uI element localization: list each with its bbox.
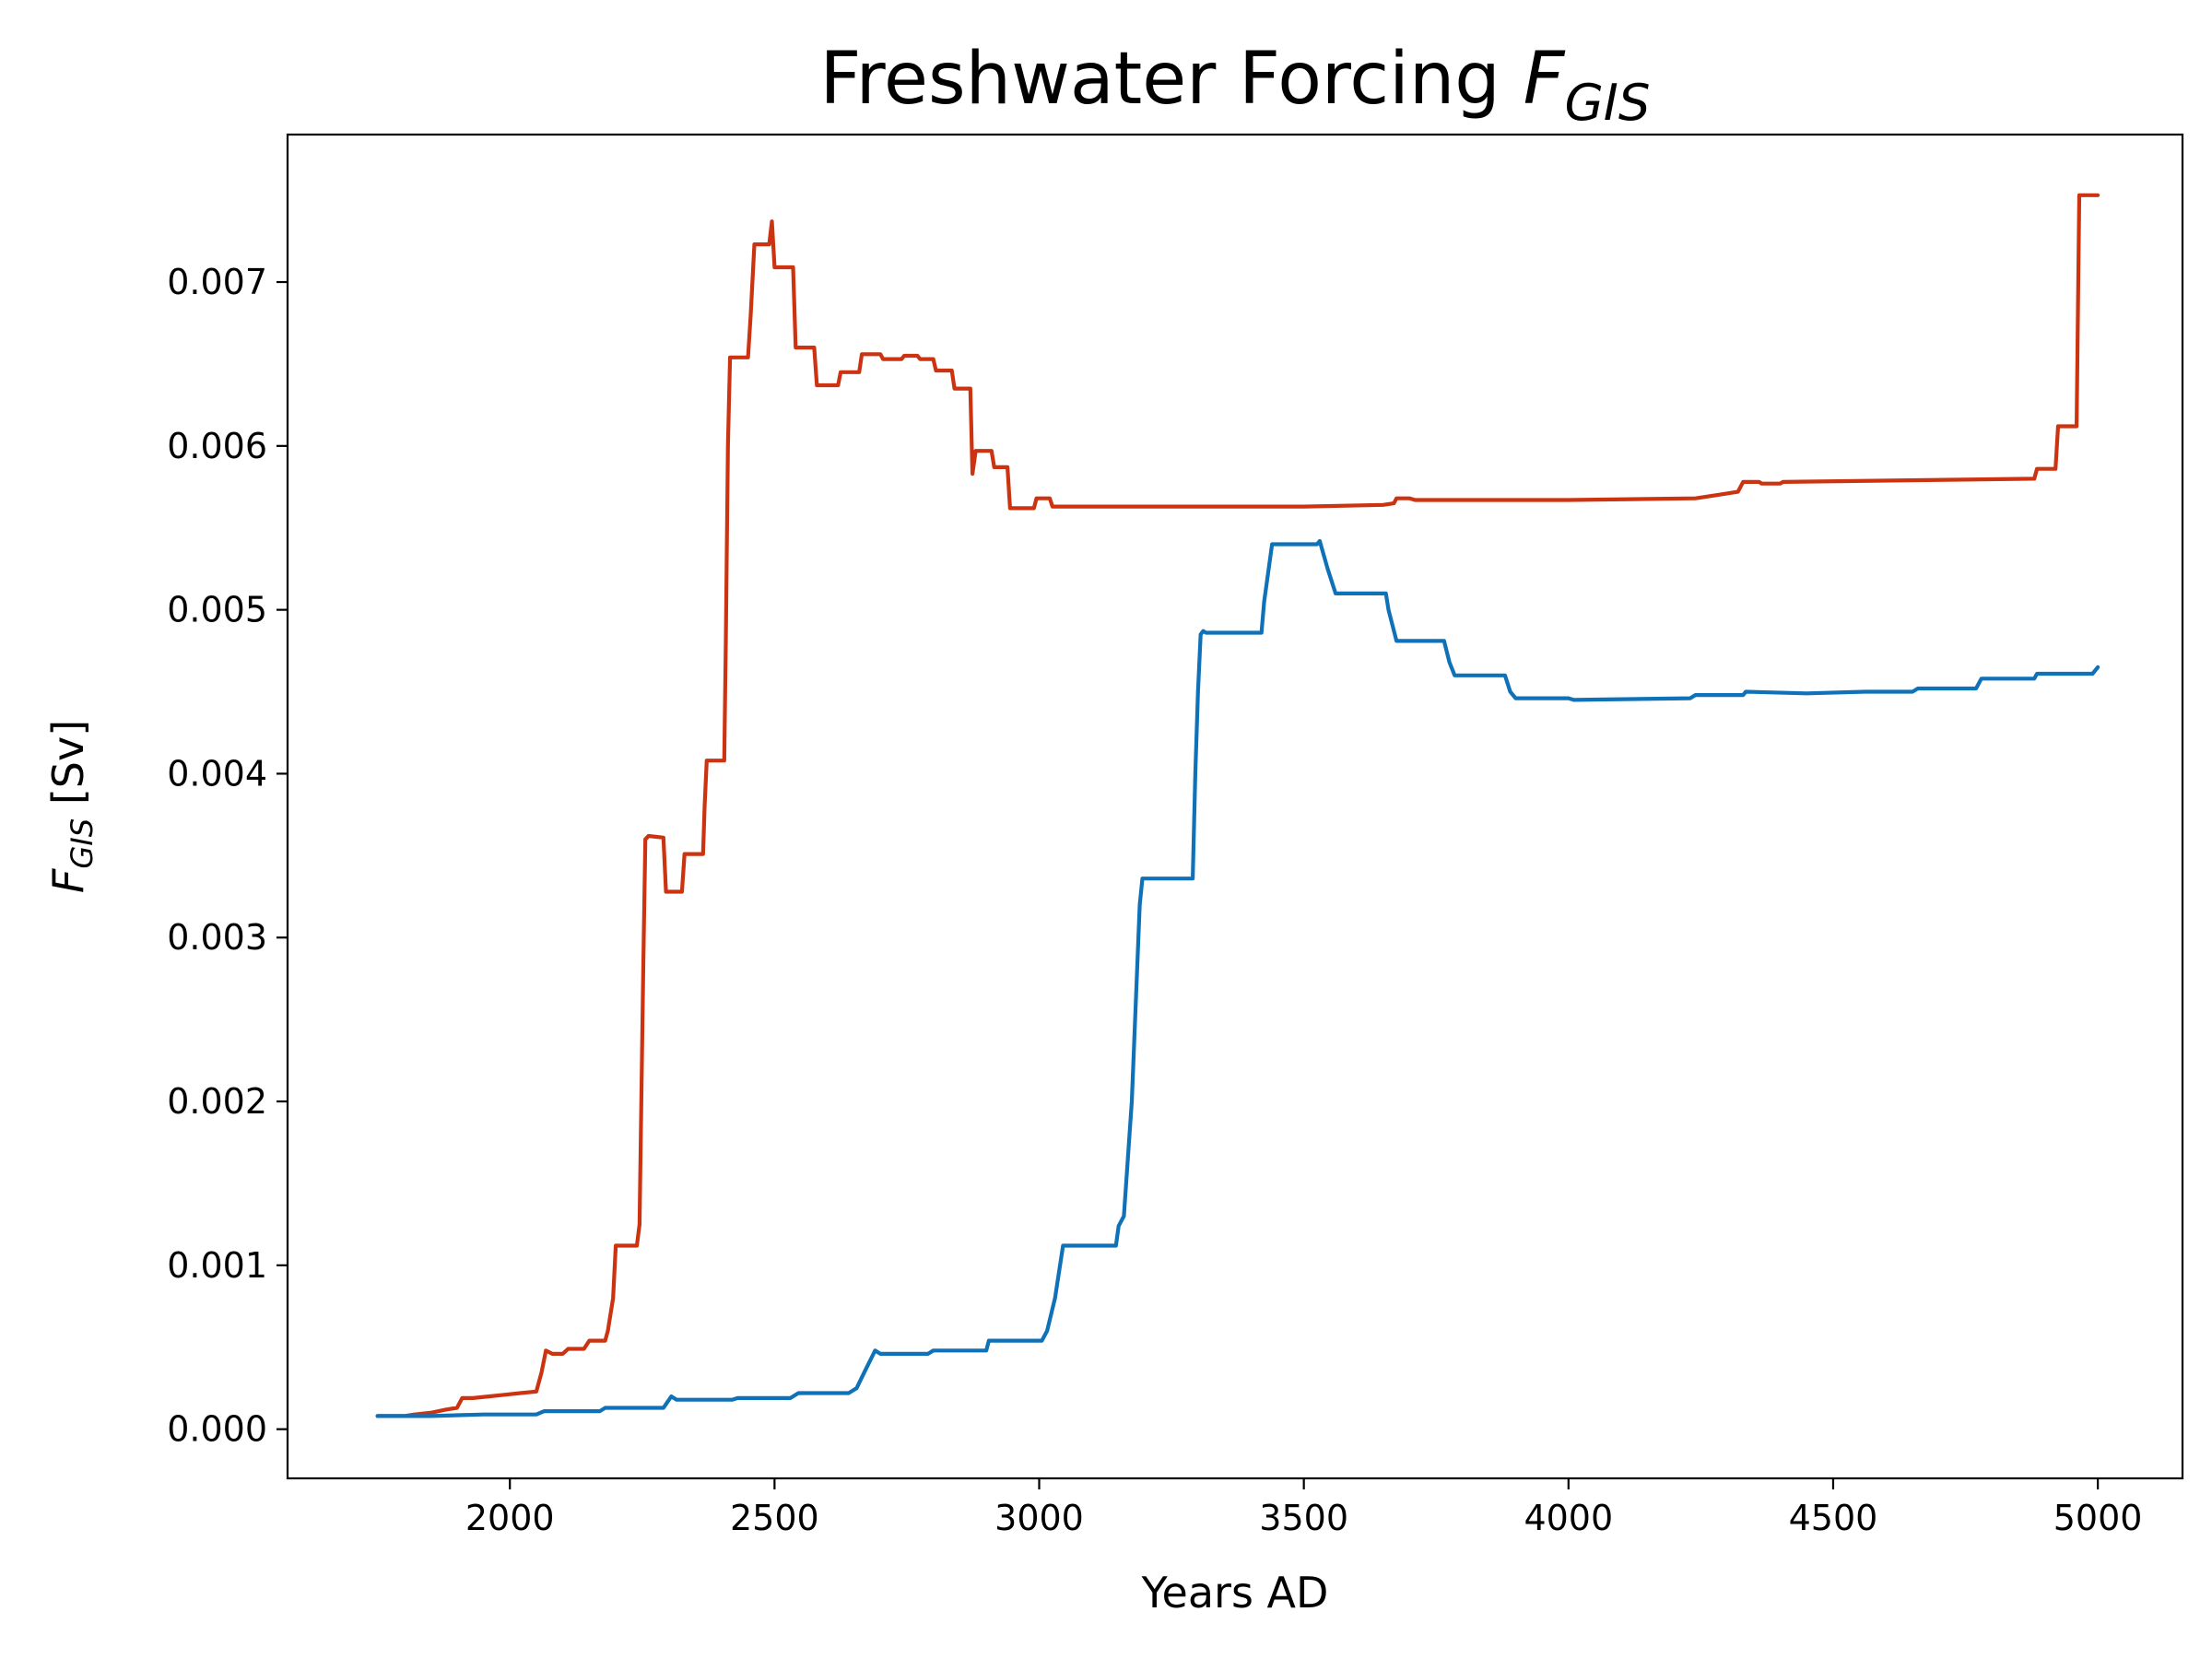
x-axis-ticks: 2000 2500 3000 3500 4000 4500 5000 [465,1478,2143,1538]
y-tick-label: 0.007 [167,262,267,302]
chart-title-subscript: GIS [1564,73,1650,132]
chart-title-symbol: F [1524,38,1566,121]
y-tick-label: 0.001 [167,1245,267,1286]
y-tick-label: 0.002 [167,1081,267,1122]
x-axis-label: Years AD [1141,1568,1329,1618]
x-tick-label: 5000 [2053,1498,2143,1538]
chart-title: Freshwater Forcing FGIS [819,38,1650,132]
y-tick-label: 0.004 [167,753,267,794]
x-tick-label: 2000 [465,1498,555,1538]
y-axis-label-unit: [Sv] [43,720,93,818]
x-tick-label: 4500 [1789,1498,1878,1538]
y-axis-label-subscript: GIS [65,818,100,869]
chart-title-main: Freshwater Forcing [819,38,1523,121]
y-axis-label: FGIS [Sv] [43,720,100,893]
x-tick-label: 3500 [1259,1498,1348,1538]
plot-frame [286,133,2184,1480]
y-tick-label: 0.005 [167,590,267,630]
x-tick-label: 3000 [994,1498,1084,1538]
series-line-1 [375,193,2100,1418]
series-layer [375,193,2100,1418]
y-axis-label-symbol: F [43,868,93,893]
x-tick-label: 4000 [1524,1498,1613,1538]
y-axis-ticks: 0.000 0.001 0.002 0.003 0.004 0.005 0.006 0.007 [167,262,288,1450]
y-tick-label: 0.003 [167,917,267,958]
y-tick-label: 0.000 [167,1409,267,1450]
x-tick-label: 2500 [730,1498,819,1538]
series-line-2 [375,538,2100,1418]
y-tick-label: 0.006 [167,426,267,466]
